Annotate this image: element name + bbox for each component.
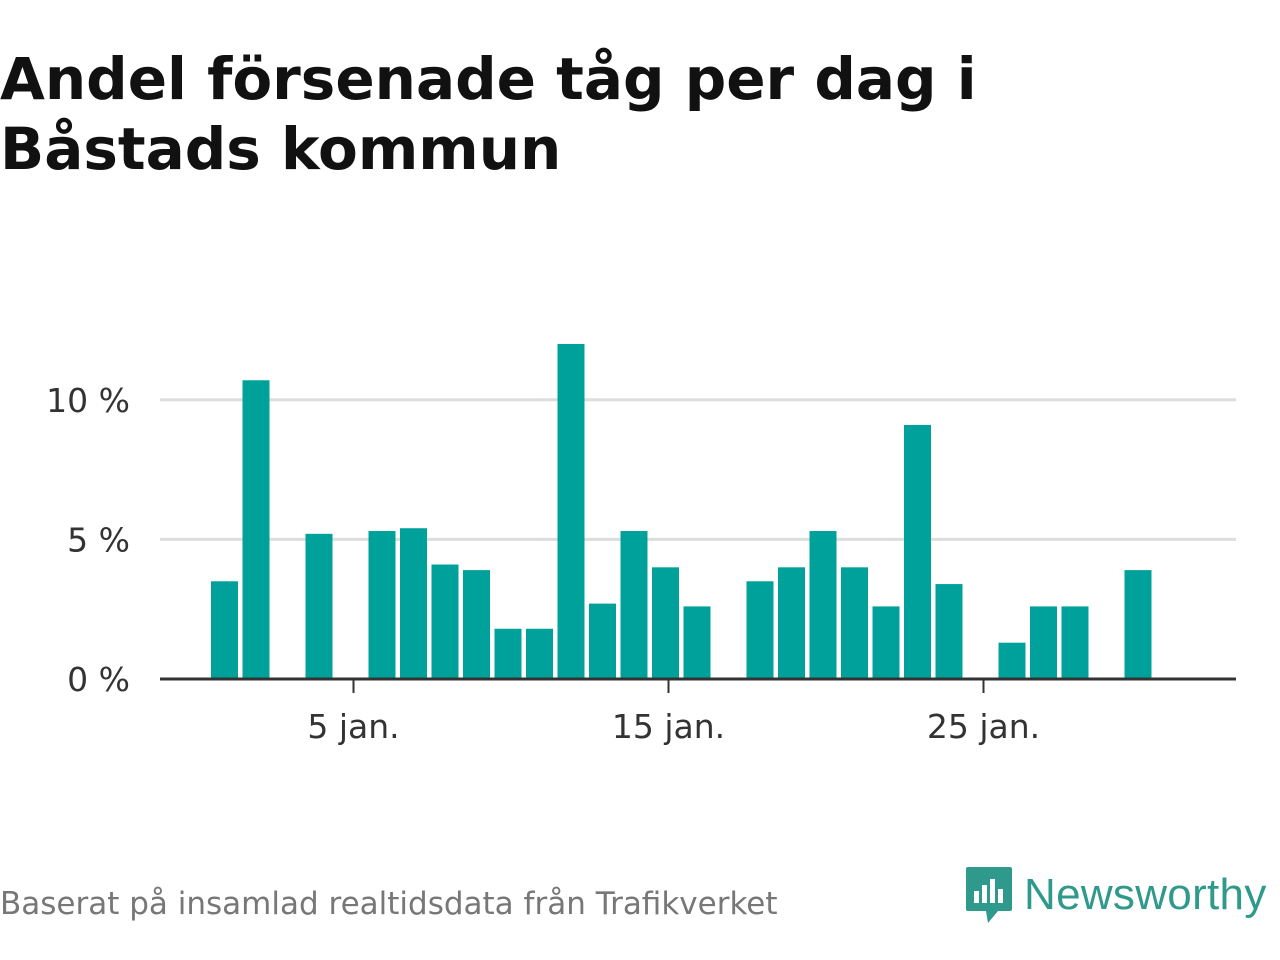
source-note: Baserat på insamlad realtidsdata från Tr… bbox=[0, 886, 778, 922]
x-axis-ticks: 5 jan. 15 jan. 25 jan. bbox=[307, 679, 1040, 746]
bar bbox=[998, 642, 1026, 679]
bar bbox=[526, 628, 553, 679]
bar bbox=[935, 584, 963, 679]
bar bbox=[809, 531, 837, 679]
bar bbox=[872, 606, 900, 679]
bar bbox=[305, 533, 333, 679]
grid-lines bbox=[160, 398, 1236, 541]
y-tick-label: 0 % bbox=[67, 660, 130, 699]
bar bbox=[557, 343, 585, 679]
y-tick-label: 10 % bbox=[46, 381, 130, 420]
brand-logo: Newsworthy bbox=[964, 862, 1267, 928]
y-axis-ticks: 0 % 5 % 10 % bbox=[46, 381, 130, 699]
bar bbox=[1124, 570, 1152, 679]
bar bbox=[746, 581, 774, 679]
bar bbox=[211, 581, 238, 679]
bar bbox=[1030, 606, 1057, 679]
bars bbox=[211, 343, 1152, 679]
chart-title: Andel försenade tåg per dag i Båstads ko… bbox=[0, 45, 977, 183]
bar bbox=[463, 570, 490, 679]
bar bbox=[400, 528, 427, 679]
x-tick-label: 5 jan. bbox=[307, 707, 399, 746]
brand-name: Newsworthy bbox=[1024, 870, 1267, 919]
bar bbox=[431, 564, 459, 679]
bar bbox=[652, 567, 679, 679]
bar bbox=[841, 567, 868, 679]
x-tick-label: 15 jan. bbox=[612, 707, 725, 746]
bar bbox=[494, 628, 522, 679]
bar bbox=[368, 531, 396, 679]
y-tick-label: 5 % bbox=[67, 520, 130, 559]
bar bbox=[1061, 606, 1089, 679]
x-tick-label: 25 jan. bbox=[927, 707, 1040, 746]
bar bbox=[589, 603, 616, 679]
bar bbox=[778, 567, 805, 679]
newsworthy-logo-icon bbox=[966, 867, 1012, 923]
bar bbox=[683, 606, 711, 679]
bar bbox=[620, 531, 648, 679]
bar bbox=[242, 380, 270, 679]
bar bbox=[904, 424, 931, 679]
